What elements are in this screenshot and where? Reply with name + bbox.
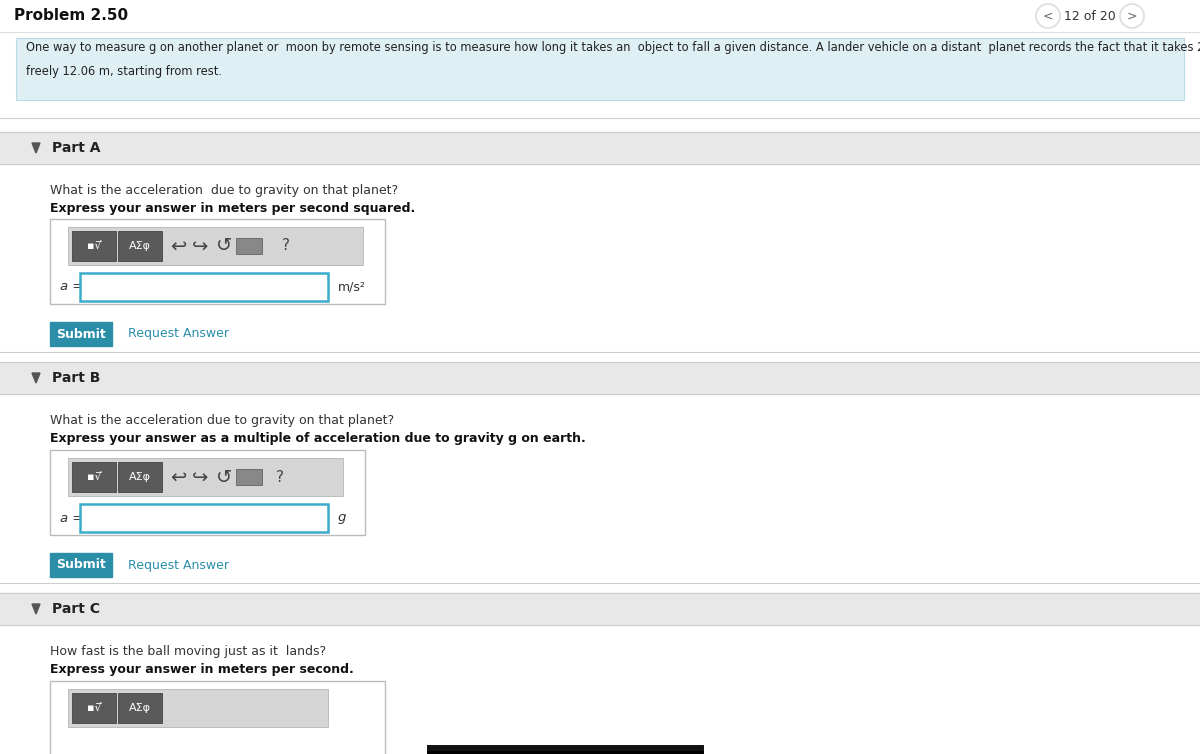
Text: Submit: Submit	[56, 327, 106, 341]
Text: ▪√̅: ▪√̅	[86, 703, 101, 713]
Bar	[0, 0, 1200, 32]
Text: Request Answer: Request Answer	[128, 559, 229, 572]
Text: What is the acceleration due to gravity on that planet?: What is the acceleration due to gravity …	[50, 414, 394, 427]
Text: <: <	[1043, 10, 1054, 23]
Text: What is the acceleration  due to gravity on that planet?: What is the acceleration due to gravity …	[50, 184, 398, 197]
Text: Express your answer in meters per second squared.: Express your answer in meters per second…	[50, 202, 415, 215]
Text: ↩: ↩	[170, 237, 186, 256]
Polygon shape	[32, 604, 40, 614]
Bar	[68, 227, 364, 265]
Bar	[72, 462, 116, 492]
Bar	[0, 593, 1200, 625]
Text: ΑΣφ: ΑΣφ	[130, 472, 151, 482]
Bar	[50, 322, 112, 346]
Text: ΑΣφ: ΑΣφ	[130, 703, 151, 713]
Text: ↺: ↺	[216, 237, 232, 256]
Polygon shape	[32, 373, 40, 383]
Text: ?: ?	[282, 238, 290, 253]
Bar	[118, 693, 162, 723]
Text: 12 of 20: 12 of 20	[1064, 10, 1116, 23]
Text: ?: ?	[276, 470, 284, 485]
Text: ▪√̅: ▪√̅	[86, 241, 101, 251]
Text: Express your answer as a multiple of acceleration due to gravity g on earth.: Express your answer as a multiple of acc…	[50, 432, 586, 445]
Text: >: >	[1127, 10, 1138, 23]
Bar	[50, 219, 385, 304]
Bar	[0, 362, 1200, 394]
Polygon shape	[32, 143, 40, 153]
Circle shape	[1036, 4, 1060, 28]
Text: ↺: ↺	[216, 467, 232, 486]
Text: Request Answer: Request Answer	[128, 327, 229, 341]
Bar	[236, 468, 262, 485]
Text: One way to measure g on another planet or  moon by remote sensing is to measure : One way to measure g on another planet o…	[26, 41, 1200, 54]
Text: ▪√̅: ▪√̅	[86, 472, 101, 482]
Text: ↪: ↪	[192, 237, 208, 256]
Bar	[50, 450, 365, 535]
Text: ΑΣφ: ΑΣφ	[130, 241, 151, 251]
Text: a =: a =	[60, 280, 84, 293]
Bar	[236, 238, 262, 253]
Bar	[72, 231, 116, 261]
Bar	[16, 38, 1184, 100]
Text: Part A: Part A	[52, 141, 101, 155]
Bar	[50, 553, 112, 577]
Text: ↩: ↩	[170, 467, 186, 486]
Text: m/s²: m/s²	[338, 280, 366, 293]
Bar	[80, 273, 328, 301]
Text: Problem 2.50: Problem 2.50	[14, 8, 128, 23]
Text: a =: a =	[60, 511, 84, 525]
Text: How fast is the ball moving just as it  lands?: How fast is the ball moving just as it l…	[50, 645, 326, 658]
Bar	[72, 693, 116, 723]
Text: Part C: Part C	[52, 602, 100, 616]
Text: freely 12.06 m, starting from rest.: freely 12.06 m, starting from rest.	[26, 66, 222, 78]
Bar	[68, 458, 343, 496]
Circle shape	[1120, 4, 1144, 28]
Bar	[118, 462, 162, 492]
Bar	[80, 504, 328, 532]
Bar	[68, 689, 328, 727]
Bar	[118, 231, 162, 261]
Bar	[50, 681, 385, 754]
Text: Submit: Submit	[56, 559, 106, 572]
Bar	[0, 132, 1200, 164]
Text: Express your answer in meters per second.: Express your answer in meters per second…	[50, 663, 354, 676]
Text: g: g	[338, 511, 347, 525]
Text: Part B: Part B	[52, 371, 101, 385]
Text: ↪: ↪	[192, 467, 208, 486]
